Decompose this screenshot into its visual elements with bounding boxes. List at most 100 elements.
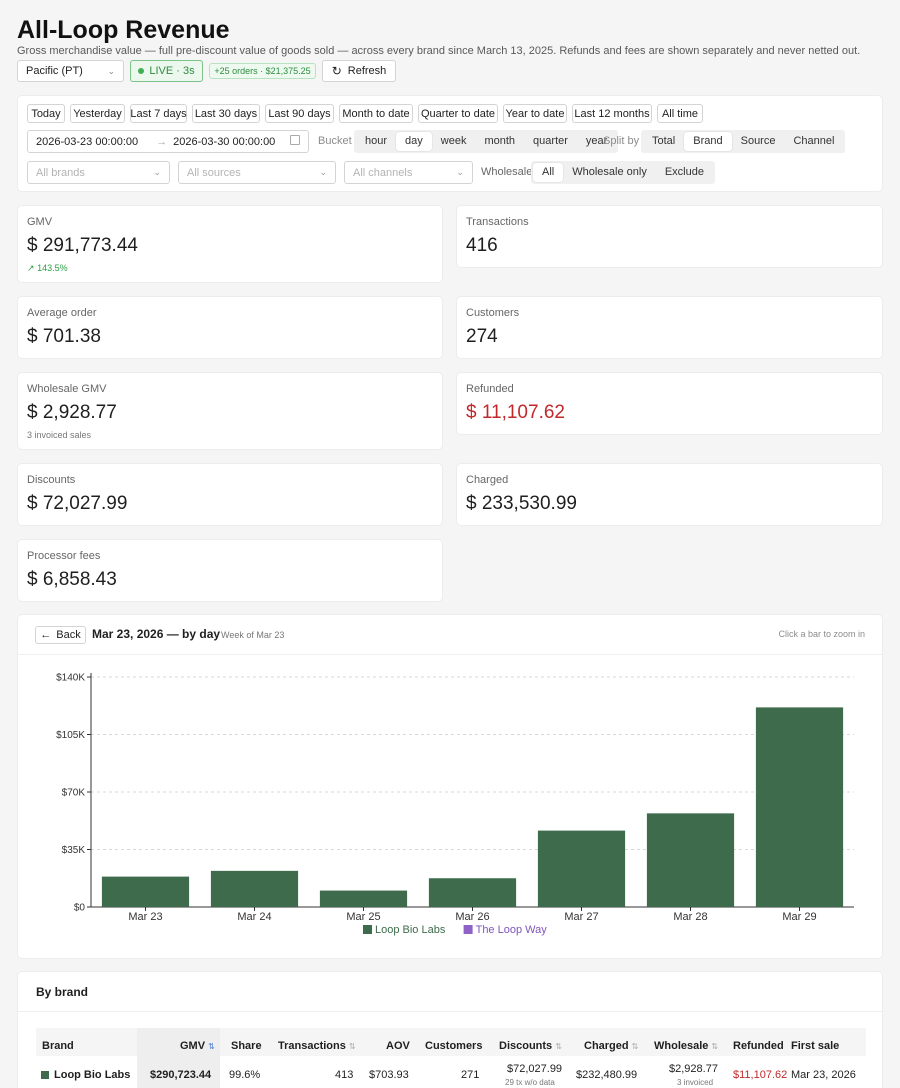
divider (18, 1011, 882, 1012)
bar-mar-23[interactable] (101, 876, 190, 907)
bar-mar-27[interactable] (537, 830, 626, 907)
bar-mar-25[interactable] (319, 890, 408, 907)
back-button[interactable]: ← Back (35, 626, 86, 644)
x-tick-label: Mar 28 (673, 911, 707, 923)
brand-color-swatch (41, 1071, 49, 1079)
col-share[interactable]: Share (231, 1040, 262, 1052)
range-month-to-date[interactable]: Month to date (339, 104, 413, 123)
row-refunded: $11,107.62 (733, 1069, 788, 1081)
col-refunded[interactable]: Refunded (733, 1040, 784, 1052)
row-discounts-note: 29 tx w/o data (505, 1078, 555, 1087)
col-customers[interactable]: Customers (425, 1040, 483, 1052)
bucket-option-quarter[interactable]: quarter (533, 135, 568, 147)
live-label: LIVE · 3s (149, 65, 195, 77)
bucket-label: Bucket (318, 135, 352, 147)
split-option-source[interactable]: Source (740, 135, 776, 147)
col-wholesale[interactable]: Wholesale ⇅ (654, 1040, 719, 1052)
range-all-time[interactable]: All time (657, 104, 703, 123)
sources-filter-value: All sources (187, 166, 241, 179)
col-discounts[interactable]: Discounts ⇅ (499, 1040, 562, 1052)
range-year-to-date[interactable]: Year to date (503, 104, 567, 123)
date-arrow: → (156, 135, 168, 148)
timezone-select[interactable]: Pacific (PT) ⌄ (17, 60, 124, 82)
col-gmv[interactable]: GMV ⇅ (180, 1040, 215, 1052)
range-last-30-days[interactable]: Last 30 days (192, 104, 260, 123)
brand-table-panel: By brand Brand GMV ⇅ Share Transactions ⇅ … (17, 971, 883, 1088)
chart-panel: ← Back Mar 23, 2026 — by day Week of Mar… (17, 614, 883, 959)
refresh-button[interactable]: ↻ Refresh (322, 60, 396, 82)
col-brand[interactable]: Brand (42, 1040, 74, 1052)
timezone-value: Pacific (PT) (26, 65, 83, 77)
divider (18, 654, 882, 655)
col-charged[interactable]: Charged ⇅ (584, 1040, 639, 1052)
col-transactions[interactable]: Transactions ⇅ (278, 1040, 356, 1052)
kpi-label: Wholesale GMV (27, 383, 107, 395)
page-title: All-Loop Revenue (17, 16, 230, 44)
revenue-chart: $0 $35K $70K $105K $140K Mar 23 Mar 24 Mar 25 Ma… (56, 673, 854, 936)
wholesale-selector: All Wholesale only Exclude (531, 161, 715, 184)
chevron-down-icon: ⌄ (319, 167, 327, 177)
brands-filter-value: All brands (36, 166, 85, 179)
bar-mar-24[interactable] (210, 870, 299, 907)
bar-mar-29[interactable] (755, 707, 844, 907)
split-label: Split by (603, 135, 640, 147)
row-discounts: $72,027.99 (507, 1063, 563, 1075)
kpi-label: Processor fees (27, 550, 101, 562)
range-yesterday[interactable]: Yesterday (70, 104, 125, 123)
bucket-option-day[interactable]: day (396, 132, 432, 151)
bucket-option-month[interactable]: month (484, 135, 516, 147)
range-today[interactable]: Today (27, 104, 65, 123)
bar-mar-26[interactable] (428, 878, 517, 907)
row-wholesale-note: 3 invoiced (677, 1078, 714, 1087)
row-share: 99.6% (229, 1069, 261, 1081)
kpi-label: Average order (27, 307, 97, 319)
bar-mar-28[interactable] (646, 813, 735, 907)
kpi-value: $ 11,107.62 (466, 402, 565, 423)
channels-filter-value: All channels (353, 166, 413, 179)
split-option-total[interactable]: Total (652, 135, 676, 147)
channels-filter[interactable]: All channels ⌄ (344, 161, 473, 184)
range-quarter-to-date[interactable]: Quarter to date (418, 104, 498, 123)
x-tick-label: Mar 27 (564, 911, 598, 923)
range-last-12-months[interactable]: Last 12 months (572, 104, 652, 123)
split-option-brand[interactable]: Brand (684, 132, 732, 151)
bucket-selector: hour day week month quarter year (354, 130, 619, 153)
kpi-discounts: Discounts $ 72,027.99 (17, 463, 443, 526)
sources-filter[interactable]: All sources ⌄ (178, 161, 336, 184)
legend-swatch (363, 925, 372, 934)
x-tick-label: Mar 23 (128, 911, 162, 923)
kpi-value: 274 (466, 326, 498, 347)
col-aov[interactable]: AOV (386, 1040, 410, 1052)
split-option-channel[interactable]: Channel (793, 135, 835, 147)
bucket-option-hour[interactable]: hour (365, 135, 388, 147)
kpi-value: $ 6,858.43 (27, 569, 117, 590)
kpi-wholesale-gmv: Wholesale GMV $ 2,928.77 3 invoiced sale… (17, 372, 443, 450)
sorted-column-highlight (137, 1028, 220, 1088)
live-dot-icon (138, 68, 145, 74)
wholesale-option-exclude[interactable]: Exclude (664, 166, 704, 178)
arrow-left-icon: ← (40, 629, 52, 641)
y-tick-label: $35K (62, 845, 86, 856)
filters-panel: Today Yesterday Last 7 days Last 30 days Las… (17, 95, 883, 192)
brands-filter[interactable]: All brands ⌄ (27, 161, 170, 184)
date-range-picker[interactable]: 2026-03-23 00:00:00 → 2026-03-30 00:00:0… (27, 130, 309, 153)
wholesale-option-all[interactable]: All (533, 163, 564, 182)
range-last-7-days[interactable]: Last 7 days (130, 104, 187, 123)
row-first-sale: Mar 23, 2026 (791, 1069, 856, 1081)
y-tick-label: $105K (56, 730, 85, 741)
range-last-90-days[interactable]: Last 90 days (265, 104, 334, 123)
wholesale-option-wholesale-only[interactable]: Wholesale only (572, 166, 647, 178)
kpi-delta: ↗ 143.5% (27, 263, 68, 273)
bucket-option-year[interactable]: year (585, 135, 608, 147)
kpi-charged: Charged $ 233,530.99 (456, 463, 883, 526)
live-toggle[interactable]: LIVE · 3s (130, 60, 203, 82)
legend-label: Loop Bio Labs (375, 924, 446, 936)
bucket-option-week[interactable]: week (440, 135, 467, 147)
kpi-value: $ 2,928.77 (27, 402, 117, 423)
row-customers: 271 (461, 1069, 480, 1081)
col-first-sale[interactable]: First sale (791, 1040, 840, 1052)
kpi-processor-fees: Processor fees $ 6,858.43 (17, 539, 443, 602)
row-transactions: 413 (335, 1069, 354, 1081)
kpi-average-order: Average order $ 701.38 (17, 296, 443, 359)
chart-title: Mar 23, 2026 — by day (92, 627, 221, 641)
